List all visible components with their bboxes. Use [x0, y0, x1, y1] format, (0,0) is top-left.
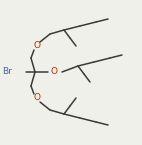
- Text: O: O: [34, 41, 40, 50]
- Text: O: O: [51, 68, 58, 77]
- Text: O: O: [34, 94, 40, 103]
- Text: Br: Br: [2, 68, 12, 77]
